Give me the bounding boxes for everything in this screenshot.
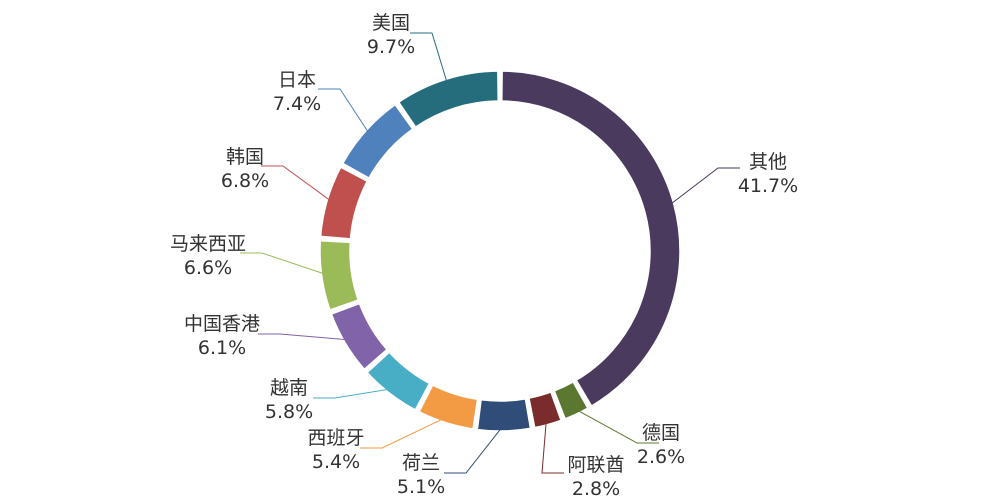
slice-label-10: 美国	[372, 12, 410, 34]
slice-value-7: 6.6%	[184, 257, 232, 279]
slice-label-8: 韩国	[226, 146, 264, 168]
leader-line-10	[410, 32, 449, 86]
slice-9[interactable]	[341, 103, 414, 180]
slice-0[interactable]	[501, 70, 681, 408]
leader-line-7	[240, 252, 328, 276]
slice-10[interactable]	[397, 70, 499, 129]
slice-5[interactable]	[366, 351, 431, 411]
slice-value-4: 5.4%	[312, 451, 360, 473]
slice-value-8: 6.8%	[221, 170, 269, 192]
slice-6[interactable]	[330, 302, 388, 371]
slice-label-1: 德国	[642, 422, 680, 444]
leader-line-9	[318, 88, 371, 136]
slice-label-6: 中国香港	[184, 313, 260, 335]
slice-7[interactable]	[319, 239, 360, 311]
slice-label-5: 越南	[270, 377, 308, 399]
slice-3[interactable]	[476, 397, 532, 432]
leader-line-0	[667, 167, 740, 207]
leader-line-1	[573, 408, 659, 444]
leader-line-6	[258, 333, 351, 341]
slice-value-0: 41.7%	[738, 175, 798, 197]
slice-label-0: 其他	[749, 151, 787, 173]
slice-label-9: 日本	[278, 69, 316, 91]
leader-line-5	[313, 387, 394, 399]
slice-label-7: 马来西亚	[170, 233, 246, 255]
slices-group	[319, 70, 681, 432]
slice-value-10: 9.7%	[367, 36, 415, 58]
leader-line-3	[444, 424, 505, 474]
leader-line-4	[360, 416, 448, 449]
slice-value-6: 6.1%	[198, 337, 246, 359]
slice-value-2: 2.8%	[572, 478, 620, 500]
slice-label-4: 西班牙	[307, 427, 364, 449]
slice-4[interactable]	[418, 384, 479, 430]
leader-line-2	[541, 418, 564, 474]
slice-label-2: 阿联酋	[567, 454, 624, 476]
slice-label-3: 荷兰	[402, 452, 440, 474]
leader-line-8	[261, 165, 334, 203]
slice-2[interactable]	[528, 391, 563, 429]
slice-value-9: 7.4%	[273, 93, 321, 115]
slice-8[interactable]	[319, 166, 369, 240]
slice-value-1: 2.6%	[637, 446, 685, 468]
slice-value-3: 5.1%	[397, 476, 445, 498]
slice-value-5: 5.8%	[265, 401, 313, 423]
